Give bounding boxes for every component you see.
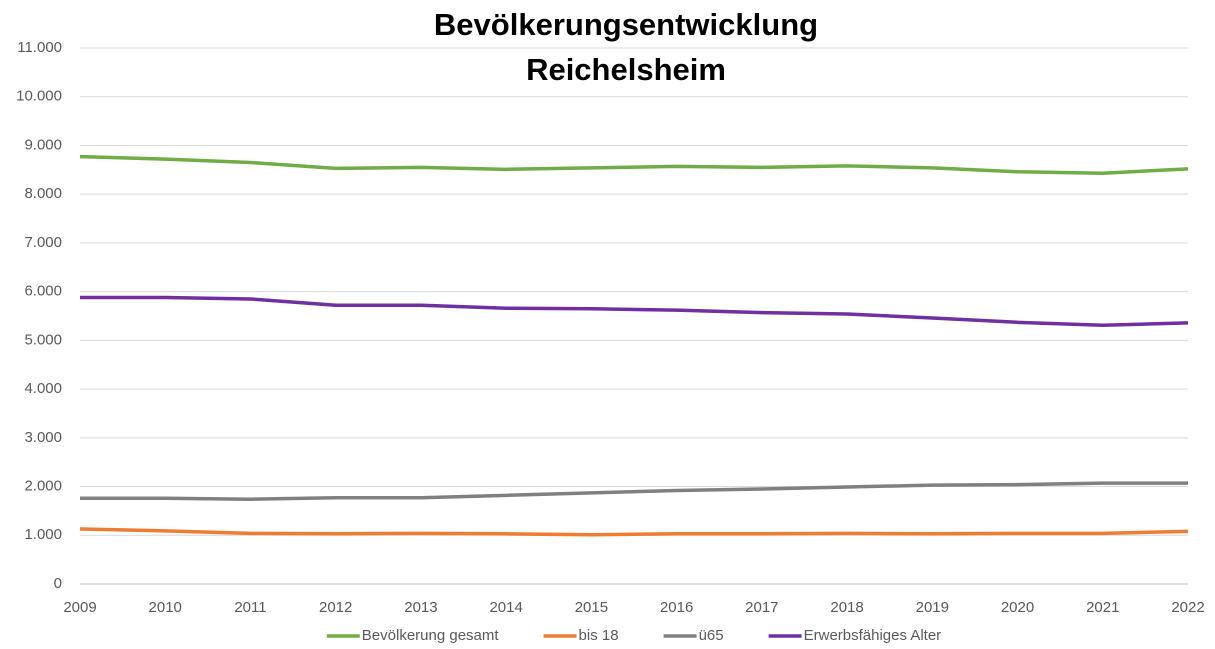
chart-title: Bevölkerungsentwicklung [434,7,818,42]
y-tick-label: 4.000 [24,380,62,397]
y-tick-label: 5.000 [24,331,62,348]
y-tick-label: 2.000 [24,478,62,495]
y-tick-label: 10.000 [16,88,62,105]
series-line [79,154,1189,175]
x-tick-label: 2017 [745,599,778,616]
series-line [79,527,1189,537]
legend-label: Erwerbsfähiges Alter [804,627,942,644]
x-tick-label: 2022 [1171,599,1204,616]
x-tick-label: 2012 [319,599,352,616]
legend-label: bis 18 [579,627,619,644]
x-tick-label: 2009 [63,599,96,616]
series-line [80,481,1188,501]
y-tick-label: 7.000 [24,234,62,251]
x-tick-label: 2014 [489,599,522,616]
x-tick-label: 2021 [1086,599,1119,616]
y-tick-label: 1.000 [24,526,62,543]
y-tick-label: 0 [54,575,62,592]
x-tick-label: 2013 [404,599,437,616]
chart-title: Reichelsheim [526,52,726,87]
x-tick-label: 2016 [660,599,693,616]
x-tick-label: 2015 [575,599,608,616]
x-tick-label: 2011 [234,599,266,616]
legend-label: ü65 [699,627,724,644]
x-tick-label: 2020 [1001,599,1034,616]
x-tick-label: 2019 [916,599,949,616]
y-tick-label: 6.000 [24,283,62,300]
x-tick-label: 2010 [149,599,182,616]
y-tick-label: 3.000 [24,429,62,446]
y-tick-label: 8.000 [24,185,62,202]
y-tick-label: 9.000 [24,136,62,153]
x-tick-label: 2018 [830,599,863,616]
y-tick-label: 11.000 [17,39,62,56]
series-line [80,295,1189,328]
legend-label: Bevölkerung gesamt [362,627,500,644]
